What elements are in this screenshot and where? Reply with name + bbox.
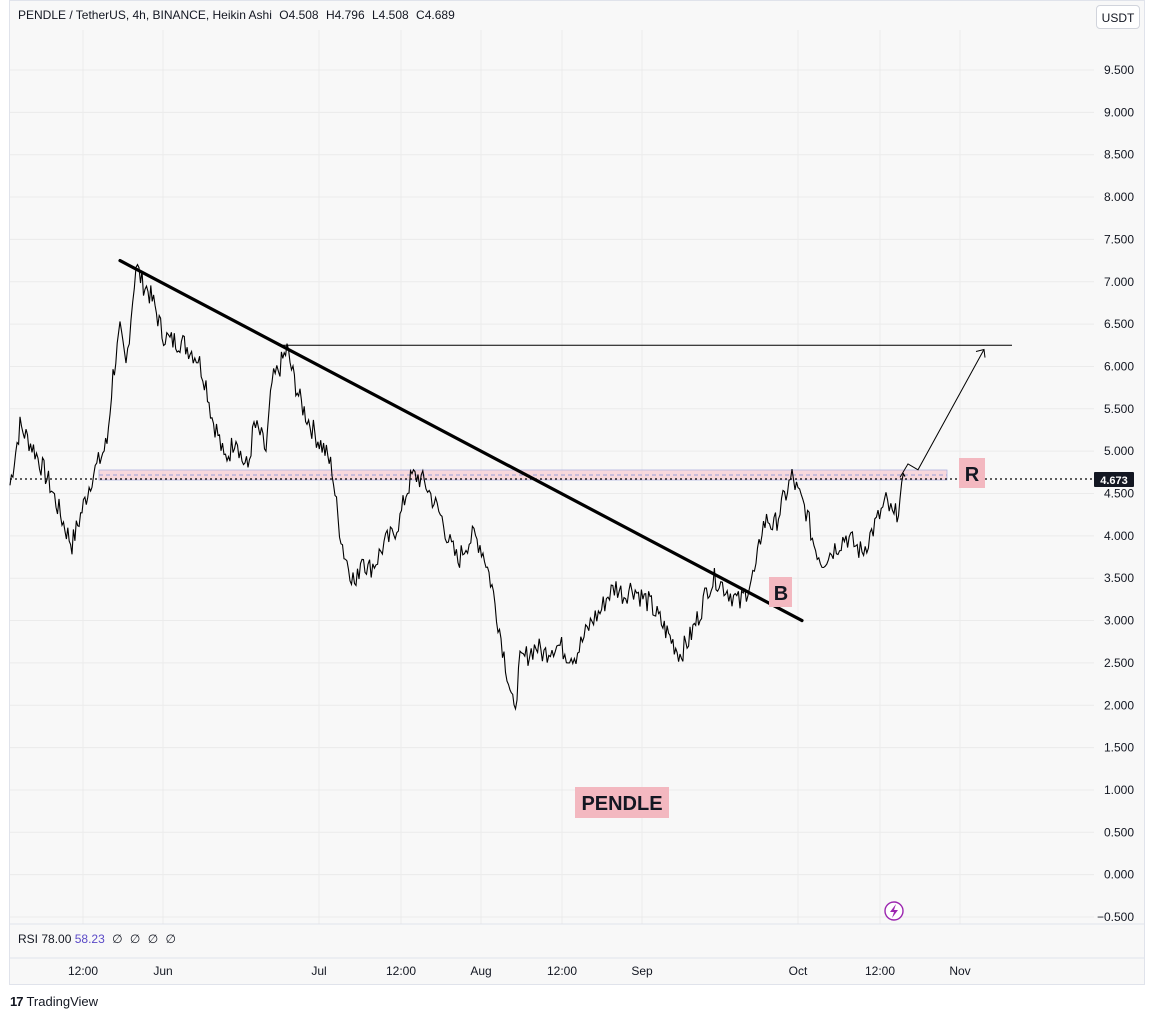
time-tick-label: 12:00 [865,964,895,978]
price-tick-label: 0.500 [1104,825,1134,839]
open-value: O4.508 [279,8,319,22]
price-tick-label: 8.500 [1104,148,1134,162]
price-tick-label: 5.500 [1104,402,1134,416]
time-tick-label: 12:00 [386,964,416,978]
time-tick-label: 12:00 [547,964,577,978]
price-tick-label: −0.500 [1097,910,1134,924]
rsi-extra-4: ∅ [165,932,176,946]
price-tick-label: 5.000 [1104,444,1134,458]
price-tick-label: 7.000 [1104,275,1134,289]
symbol-label: PENDLE / TetherUS, 4h, BINANCE, Heikin A… [18,8,272,22]
label-b[interactable]: B [769,577,792,607]
label-symbol[interactable]: PENDLE [575,787,669,818]
price-tick-label: 3.500 [1104,571,1134,585]
svg-text:R: R [965,464,980,486]
flash-icon[interactable] [884,901,904,921]
time-tick-label: 12:00 [68,964,98,978]
time-tick-label: Jul [311,964,326,978]
price-tick-label: 8.000 [1104,190,1134,204]
price-tick-label: 4.500 [1104,487,1134,501]
price-axis[interactable]: 9.500 9.000 8.500 8.000 7.500 7.000 6.500 6.000… [1097,63,1134,924]
price-tick-label: 9.000 [1104,105,1134,119]
svg-text:4.673: 4.673 [1100,475,1128,487]
price-tick-label: 9.500 [1104,63,1134,77]
projection-arrowhead [975,348,986,358]
low-value: L4.508 [372,8,409,22]
currency-button[interactable]: USDT [1096,5,1140,29]
projection-arrow[interactable] [899,349,985,478]
rsi-extra-1: ∅ [112,932,123,946]
price-tick-label: 2.500 [1104,656,1134,670]
time-tick-label: Nov [949,964,970,978]
rsi-extra-3: ∅ [147,932,159,946]
high-value: H4.796 [325,8,365,22]
time-tick-label: Aug [470,964,491,978]
chart-frame[interactable] [9,0,1145,985]
price-tick-label: 0.000 [1104,868,1134,882]
close-value: C4.689 [416,8,455,22]
rsi-value-2: 58.23 [74,932,105,946]
price-tick-label: 1.500 [1104,741,1134,755]
price-tick-label: 4.000 [1104,529,1134,543]
svg-text:B: B [774,583,788,605]
tradingview-logo-icon: 17 [10,994,24,1009]
rsi-extra-2: ∅ [129,932,141,946]
brand-name: TradingView [26,994,99,1009]
price-tick-label: 6.500 [1104,317,1134,331]
svg-text:PENDLE: PENDLE [581,793,662,815]
tradingview-brand[interactable]: 17 TradingView [10,994,98,1009]
rsi-label: RSI [18,932,39,946]
time-tick-label: Sep [631,964,653,978]
chart-legend: PENDLE / TetherUS, 4h, BINANCE, Heikin A… [18,8,459,22]
price-tick-label: 6.000 [1104,359,1134,373]
price-tick-label: 7.500 [1104,232,1134,246]
descending-trendline[interactable] [118,258,804,623]
time-tick-label: Jun [153,964,172,978]
price-tick-label: 1.000 [1104,783,1134,797]
time-axis[interactable]: 12:00 Jun Jul 12:00 Aug 12:00 Sep Oct 12:00 Nov [68,964,971,978]
label-r[interactable]: R [959,458,985,488]
price-series-line [9,263,906,712]
rsi-legend[interactable]: RSI 78.00 58.23 ∅ ∅ ∅ ∅ [18,932,176,946]
price-tick-label: 3.000 [1104,614,1134,628]
rsi-value-1: 78.00 [41,932,72,946]
time-tick-label: Oct [789,964,808,978]
price-tick-label: 2.000 [1104,698,1134,712]
last-price-badge: 4.673 [1094,472,1134,487]
